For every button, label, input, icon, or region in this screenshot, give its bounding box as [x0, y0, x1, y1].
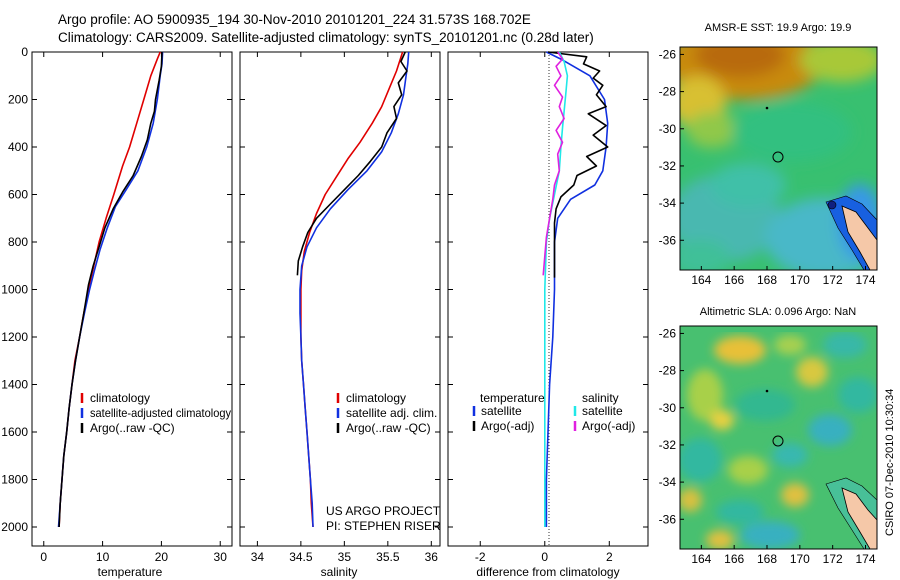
- map-y-tick-label: -36: [659, 233, 677, 247]
- project-credit-line-2: PI: STEPHEN RISER: [326, 519, 441, 533]
- x-tick-label: 36: [425, 550, 439, 564]
- x-tick-label: 10: [96, 550, 110, 564]
- y-tick-label: 1600: [1, 425, 28, 439]
- map-y-tick-label: -34: [659, 196, 677, 210]
- y-tick-label: 2000: [1, 520, 28, 534]
- legend-label-climatology: climatology: [346, 391, 406, 405]
- series-line: [299, 51, 410, 528]
- temperature-panel: [31, 51, 233, 547]
- sla-map-ticks: 164 166 168 170 172 174 -26 -28 -30 -32 -34 -36: [659, 326, 876, 566]
- map-x-tick-label: 172: [823, 273, 843, 287]
- header-line-1: Argo profile: AO 5900935_194 30-Nov-2010…: [58, 12, 531, 27]
- map-y-tick-label: -32: [659, 438, 677, 452]
- difference-profile-lines: [542, 51, 609, 527]
- sla-map: [680, 326, 877, 549]
- legend-label-temperature-argo: Argo(-adj): [481, 419, 534, 433]
- x-tick-label: -2: [475, 550, 486, 564]
- salinity-axis-ticks: 34 34.5 35 35.5 36: [240, 51, 440, 564]
- y-tick-label: 1200: [1, 330, 28, 344]
- map-y-tick-label: -28: [659, 364, 677, 378]
- x-tick-label: 34.5: [289, 550, 313, 564]
- map-x-tick-label: 166: [724, 273, 744, 287]
- y-tick-label: 600: [8, 188, 28, 202]
- salinity-profile-lines: [296, 51, 410, 528]
- series-line: [547, 51, 609, 278]
- y-tick-label: 400: [8, 140, 28, 154]
- map-x-tick-label: 174: [855, 552, 875, 566]
- map-x-tick-label: 172: [823, 552, 843, 566]
- legend-label-temperature-satellite: satellite: [481, 404, 522, 418]
- legend-title-salinity: salinity: [582, 391, 619, 405]
- legend-label-climatology: climatology: [90, 391, 150, 405]
- x-tick-label: 35.5: [376, 550, 400, 564]
- sst-map-title: AMSR-E SST: 19.9 Argo: 19.9: [705, 22, 852, 34]
- map-y-tick-label: -32: [659, 159, 677, 173]
- salinity-panel: [239, 51, 441, 547]
- series-line: [545, 51, 609, 527]
- legend-label-satellite-adjusted: satellite-adjusted climatology: [90, 406, 231, 420]
- salinity-legend: climatology satellite adj. clim. Argo(..…: [336, 391, 437, 435]
- map-y-tick-label: -30: [659, 122, 677, 136]
- salinity-xlabel: salinity: [321, 565, 358, 579]
- x-tick-label: 2: [606, 550, 613, 564]
- x-tick-label: 34: [251, 550, 265, 564]
- map-x-tick-label: 166: [724, 552, 744, 566]
- temperature-profile-lines: [57, 51, 164, 528]
- temperature-legend: climatology satellite-adjusted climatolo…: [80, 391, 231, 435]
- x-tick-label: 20: [155, 550, 169, 564]
- x-tick-label: 0: [541, 550, 548, 564]
- temperature-axis-ticks: 0 10 20 30 0 200 400 600 800 1000 1200 1400 1600 1800…: [1, 45, 232, 564]
- map-x-tick-label: 164: [691, 552, 711, 566]
- difference-panel: [447, 51, 649, 547]
- sst-float-position-marker: [772, 151, 784, 163]
- map-x-tick-label: 168: [757, 552, 777, 566]
- x-tick-label: 0: [40, 550, 47, 564]
- sla-map-title: Altimetric SLA: 0.096 Argo: NaN: [700, 306, 857, 318]
- series-line: [58, 51, 163, 528]
- y-tick-label: 0: [21, 45, 28, 59]
- side-stamp: CSIRO 07-Dec-2010 10:30:34: [884, 389, 896, 536]
- y-tick-label: 800: [8, 235, 28, 249]
- project-credit-line-1: US ARGO PROJECT: [326, 504, 441, 518]
- sst-map: [680, 47, 877, 270]
- sst-map-ticks: 164 166 168 170 172 174 -26 -28 -30 -32 -34 -36: [659, 47, 876, 287]
- y-tick-label: 200: [8, 93, 28, 107]
- legend-label-satellite-adj: satellite adj. clim.: [346, 406, 437, 420]
- y-tick-label: 1800: [1, 473, 28, 487]
- legend-label-argo: Argo(..raw -QC): [346, 421, 431, 435]
- map-y-tick-label: -34: [659, 475, 677, 489]
- temperature-xlabel: temperature: [98, 565, 163, 579]
- header-line-2: Climatology: CARS2009. Satellite-adjuste…: [58, 30, 594, 45]
- map-y-tick-label: -26: [659, 47, 677, 61]
- map-y-tick-label: -30: [659, 401, 677, 415]
- map-y-tick-label: -26: [659, 326, 677, 340]
- legend-label-salinity-satellite: satellite: [582, 404, 623, 418]
- legend-label-argo: Argo(..raw -QC): [90, 421, 175, 435]
- x-tick-label: 35: [338, 550, 352, 564]
- series-line: [296, 51, 408, 276]
- difference-axis-ticks: -2 0 2: [448, 51, 648, 564]
- difference-legend: temperature satellite Argo(-adj) salinit…: [472, 391, 635, 433]
- map-y-tick-label: -36: [659, 512, 677, 526]
- difference-xlabel: difference from climatology: [476, 565, 619, 579]
- legend-label-salinity-argo: Argo(-adj): [582, 419, 635, 433]
- map-x-tick-label: 164: [691, 273, 711, 287]
- map-y-tick-label: -28: [659, 85, 677, 99]
- y-tick-label: 1000: [1, 283, 28, 297]
- map-x-tick-label: 170: [790, 552, 810, 566]
- legend-title-temperature: temperature: [480, 391, 545, 405]
- sla-float-position-marker: [772, 435, 784, 447]
- x-tick-label: 30: [214, 550, 228, 564]
- y-tick-label: 1400: [1, 378, 28, 392]
- series-line: [543, 51, 569, 527]
- map-x-tick-label: 174: [855, 273, 875, 287]
- map-x-tick-label: 170: [790, 273, 810, 287]
- map-x-tick-label: 168: [757, 273, 777, 287]
- series-line: [542, 51, 565, 276]
